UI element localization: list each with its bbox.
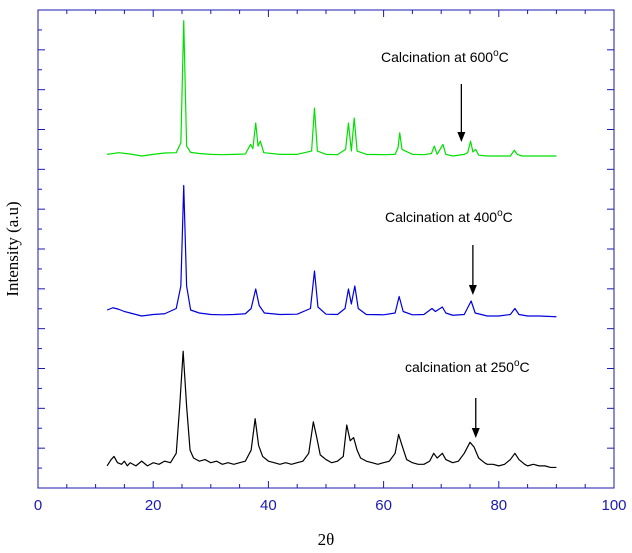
series-annotation-1: Calcination at 400oC bbox=[385, 208, 513, 225]
x-axis-title: 2θ bbox=[318, 530, 335, 549]
x-tick-label: 80 bbox=[490, 497, 507, 514]
series-annotation-2: calcination at 250oC bbox=[405, 358, 530, 375]
y-axis-title: Intensity (a.u) bbox=[3, 201, 22, 296]
x-tick-label: 100 bbox=[601, 497, 626, 514]
x-tick-label: 40 bbox=[260, 497, 277, 514]
annotations: Calcination at 600oC Calcination at 400oC… bbox=[381, 48, 530, 438]
x-tick-label: 60 bbox=[375, 497, 392, 514]
x-tick-label: 0 bbox=[34, 497, 42, 514]
x-tick-label: 20 bbox=[145, 497, 162, 514]
x-ticks: 0 20 40 60 80 100 bbox=[34, 10, 627, 514]
series-line-2 bbox=[106, 350, 557, 469]
arrow-head-2 bbox=[471, 428, 480, 438]
series-line-0 bbox=[107, 20, 557, 157]
series-line-1 bbox=[106, 184, 557, 318]
series-group bbox=[106, 20, 557, 469]
arrow-head-0 bbox=[457, 132, 466, 142]
plot-frame bbox=[37, 9, 615, 489]
arrow-head-1 bbox=[468, 285, 477, 295]
y-ticks bbox=[38, 9, 614, 489]
series-annotation-0: Calcination at 600oC bbox=[381, 48, 509, 65]
